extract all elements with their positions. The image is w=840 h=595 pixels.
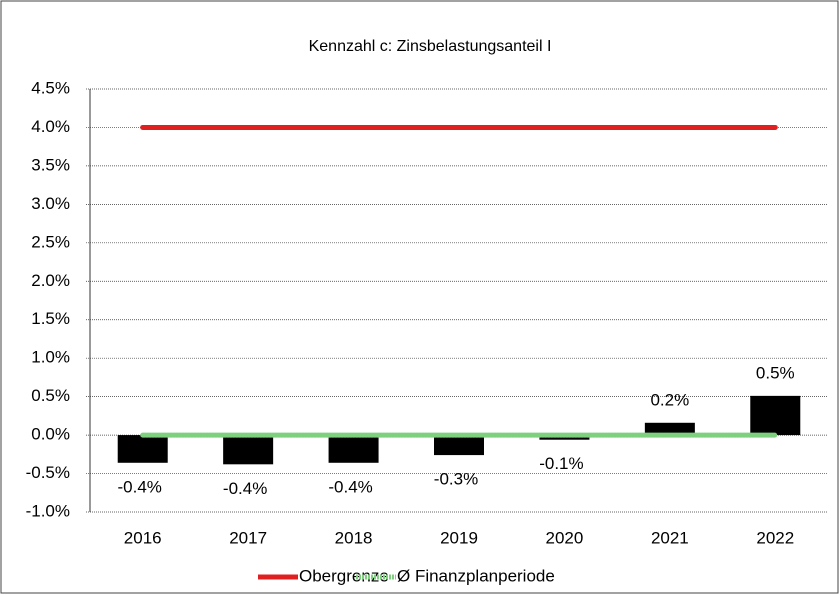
y-tick-label: 1.5% [31, 309, 70, 328]
bar [328, 435, 379, 463]
y-tick-label: 4.5% [31, 78, 70, 97]
data-label: -0.1% [539, 454, 583, 473]
x-tick-label: 2021 [651, 528, 689, 547]
x-tick-label: 2022 [756, 528, 794, 547]
y-tick-label: -0.5% [26, 463, 70, 482]
y-tick-label: 0.5% [31, 386, 70, 405]
y-tick-label: 4.0% [31, 117, 70, 136]
data-label: 0.5% [756, 363, 795, 382]
y-tick-label: 2.0% [31, 271, 70, 290]
legend-label: Obergrenze [299, 566, 389, 585]
x-tick-label: 2019 [440, 528, 478, 547]
data-label: -0.4% [118, 477, 162, 496]
bar [117, 435, 168, 463]
x-tick-label: 2017 [229, 528, 267, 547]
y-tick-label: 3.5% [31, 155, 70, 174]
y-tick-label: 2.5% [31, 232, 70, 251]
y-tick-label: 3.0% [31, 194, 70, 213]
data-label: -0.3% [434, 470, 478, 489]
x-tick-label: 2018 [335, 528, 373, 547]
bar [750, 395, 801, 436]
y-tick-label: 0.0% [31, 425, 70, 444]
chart-title: Kennzahl c: Zinsbelastungsanteil I [309, 38, 552, 55]
data-label: 0.2% [650, 390, 689, 409]
y-tick-label: -1.0% [26, 501, 70, 520]
bar [644, 422, 695, 436]
y-tick-label: 1.0% [31, 348, 70, 367]
x-tick-label: 2016 [124, 528, 162, 547]
bar [223, 435, 274, 465]
data-label: -0.4% [328, 477, 372, 496]
x-tick-label: 2020 [546, 528, 584, 547]
legend-label: Ø Finanzplanperiode [397, 566, 555, 585]
bar [434, 435, 484, 456]
data-label: -0.4% [223, 479, 267, 498]
